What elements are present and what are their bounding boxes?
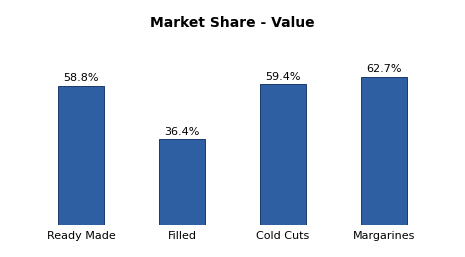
Bar [58, 86, 104, 225]
Bar [260, 84, 306, 225]
Text: 58.8%: 58.8% [63, 74, 99, 84]
Text: 36.4%: 36.4% [164, 126, 199, 136]
Text: 59.4%: 59.4% [265, 72, 301, 82]
Bar [361, 77, 407, 225]
Bar [159, 139, 205, 225]
Title: Market Share - Value: Market Share - Value [150, 16, 315, 30]
Text: 62.7%: 62.7% [366, 64, 402, 74]
